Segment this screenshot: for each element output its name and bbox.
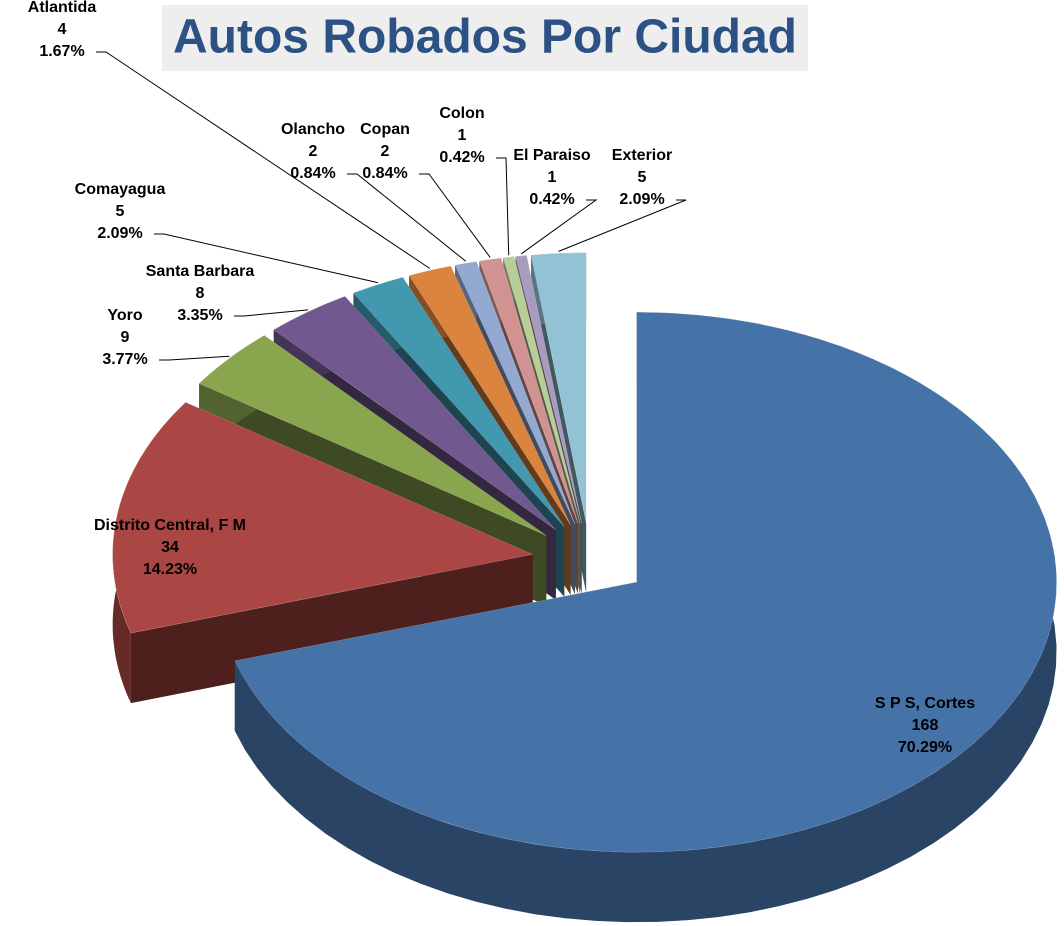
slice-label-value: 2 <box>309 143 318 160</box>
slice-label-percent: 70.29% <box>898 739 952 756</box>
slice <box>502 256 581 524</box>
slice-label-name: Copan <box>360 121 410 138</box>
slice <box>273 296 556 531</box>
leader-line <box>419 173 491 258</box>
slice-label-value: 1 <box>548 169 557 186</box>
slice-label-percent: 2.09% <box>619 191 664 208</box>
slice-label-name: Distrito Central, F M <box>94 517 246 534</box>
leader-line <box>154 233 378 284</box>
slice-tops <box>112 252 1057 853</box>
slice-label-value: 8 <box>196 285 205 302</box>
slice <box>112 402 534 634</box>
slice <box>454 261 576 525</box>
slice <box>408 265 571 526</box>
slice-label-value: 2 <box>381 143 390 160</box>
slice-wall <box>130 554 533 704</box>
slice-label-name: Colon <box>439 105 484 122</box>
slice-label-percent: 0.42% <box>529 191 574 208</box>
leader-line <box>520 199 598 255</box>
leader-line <box>234 309 309 317</box>
slice <box>353 277 565 527</box>
leader-line <box>347 173 467 262</box>
slice-label-name: Olancho <box>281 121 345 138</box>
slice <box>530 252 587 523</box>
slice-label-percent: 3.77% <box>102 351 147 368</box>
slice-label-name: S P S, Cortes <box>875 695 975 712</box>
slice-label-percent: 0.84% <box>362 165 407 182</box>
slice-label-value: 5 <box>116 203 125 220</box>
leader-line <box>96 51 431 269</box>
slice-label-name: Exterior <box>612 147 672 164</box>
slice-label-percent: 14.23% <box>143 561 197 578</box>
slice-label-name: Atlantida <box>28 0 97 16</box>
leader-line <box>558 199 687 252</box>
slice-label-name: Comayagua <box>75 181 166 198</box>
slice-label-value: 5 <box>638 169 647 186</box>
leader-line <box>496 157 510 256</box>
slice-label-name: Santa Barbara <box>146 263 255 280</box>
leader-line <box>159 355 230 361</box>
slice-label-percent: 1.67% <box>39 43 84 60</box>
slice-label-name: El Paraiso <box>513 147 591 164</box>
slice-label-percent: 0.42% <box>439 149 484 166</box>
slice-label-value: 4 <box>58 21 67 38</box>
slice <box>515 255 582 524</box>
title-box <box>162 5 808 71</box>
slice-label-value: 1 <box>458 127 467 144</box>
chart-title: Autos Robados Por Ciudad <box>173 11 797 64</box>
slice <box>198 335 547 536</box>
slice-label-name: Yoro <box>107 307 142 324</box>
slice-label-percent: 2.09% <box>97 225 142 242</box>
slice-label-value: 34 <box>161 539 179 556</box>
slice <box>234 311 1057 853</box>
slice-label-value: 9 <box>121 329 130 346</box>
slice-label-value: 168 <box>912 717 939 734</box>
slice-label-percent: 0.84% <box>290 165 335 182</box>
slice <box>479 257 579 524</box>
slice-label-percent: 3.35% <box>177 307 222 324</box>
